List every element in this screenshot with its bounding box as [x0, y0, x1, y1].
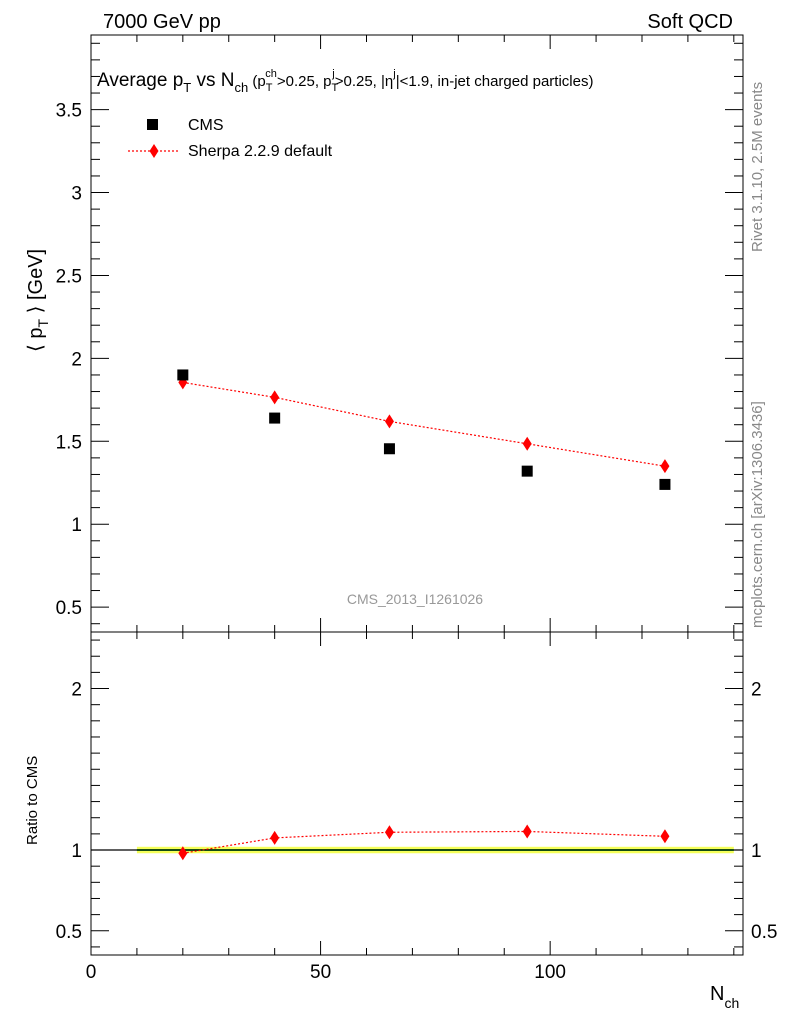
- title-part: Average p: [97, 70, 183, 91]
- legend-sherpa-label: Sherpa 2.2.9 default: [188, 143, 333, 160]
- mcplots-label: mcplots.cern.ch [arXiv:1306.3436]: [749, 401, 766, 628]
- ratio-sherpa-series: [178, 824, 670, 861]
- ratio-sherpa-point: [522, 824, 532, 839]
- cms-point: [521, 465, 533, 477]
- sherpa-line: [182, 381, 666, 467]
- title-part: >0.25, p: [277, 73, 332, 90]
- ratio-sherpa-point: [270, 830, 280, 845]
- title-sup: ch: [265, 68, 277, 80]
- cms-point: [659, 478, 671, 490]
- energy-label: 7000 GeV pp: [103, 11, 221, 33]
- main-y-axis-label: ⟨ pT ⟩ [GeV]: [25, 249, 51, 352]
- plot-title: Average pT vs Nch (pTch>0.25, pTj>0.25, …: [97, 68, 593, 95]
- main-axis-ticks: [90, 35, 743, 632]
- ratio-sherpa-point: [384, 825, 394, 840]
- x-tick-labels: 0 50 100: [86, 962, 566, 983]
- x-tick-label: 100: [534, 962, 566, 983]
- ratio-axis-ticks: [90, 632, 743, 955]
- sherpa-point: [660, 459, 670, 474]
- y-tick-label: 2: [71, 349, 82, 370]
- y-tick-label: 1.5: [56, 432, 82, 453]
- ratio-uncertainty-band: [91, 846, 743, 854]
- legend-cms-label: CMS: [188, 117, 224, 134]
- sherpa-point: [270, 390, 280, 405]
- rivet-label: Rivet 3.1.10, 2.5M events: [749, 82, 766, 252]
- process-label: Soft QCD: [647, 11, 733, 33]
- title-part: >0.25, |η: [335, 73, 394, 90]
- y-tick-label: 1: [71, 841, 82, 862]
- analysis-watermark: CMS_2013_I1261026: [347, 591, 483, 607]
- title-part: |<1.9, in-jet charged particles): [396, 73, 594, 90]
- main-cms-series: [177, 369, 671, 490]
- y-tick-label: 2.5: [56, 266, 82, 287]
- y-tick-label: 1: [71, 515, 82, 536]
- ratio-plot-frame: [90, 631, 744, 956]
- title-part: (p: [248, 73, 266, 90]
- sherpa-point: [522, 436, 532, 451]
- x-tick-label: 50: [310, 962, 331, 983]
- legend-sherpa-marker: [149, 144, 159, 158]
- title-sup: j: [331, 68, 334, 80]
- main-sherpa-series: [178, 375, 670, 474]
- y-tick-label: 0.5: [56, 598, 82, 619]
- title-sub: T: [332, 82, 339, 94]
- y-tick-label: 3.5: [56, 101, 82, 122]
- cms-point: [383, 443, 395, 455]
- y-tick-label-right: 0.5: [751, 922, 777, 943]
- cms-point: [177, 369, 189, 381]
- cms-point: [269, 412, 281, 424]
- title-sub: T: [183, 80, 191, 95]
- ratio-y-axis-label: Ratio to CMS: [24, 756, 41, 845]
- y-tick-label: 0.5: [56, 922, 82, 943]
- title-part: vs N: [191, 70, 234, 91]
- title-sub: T: [266, 82, 273, 94]
- ratio-sherpa-point: [178, 846, 188, 861]
- y-tick-label-right: 1: [751, 841, 762, 862]
- sherpa-point: [384, 414, 394, 429]
- legend: CMS Sherpa 2.2.9 default: [128, 117, 333, 160]
- title-sup: j: [392, 68, 395, 80]
- title-sub: ch: [235, 80, 249, 95]
- ratio-sherpa-point: [660, 829, 670, 844]
- y-tick-label: 2: [71, 680, 82, 701]
- y-tick-label-right: 2: [751, 680, 762, 701]
- y-tick-label: 3: [71, 184, 82, 205]
- main-y-tick-labels: 0.5 1 1.5 2 2.5 3 3.5: [56, 101, 82, 620]
- legend-cms-marker: [147, 119, 158, 130]
- ratio-y-tick-labels: 0.5 0.5 1 1 2 2: [56, 680, 778, 943]
- x-tick-label: 0: [86, 962, 97, 983]
- x-axis-label: Nch: [710, 983, 739, 1011]
